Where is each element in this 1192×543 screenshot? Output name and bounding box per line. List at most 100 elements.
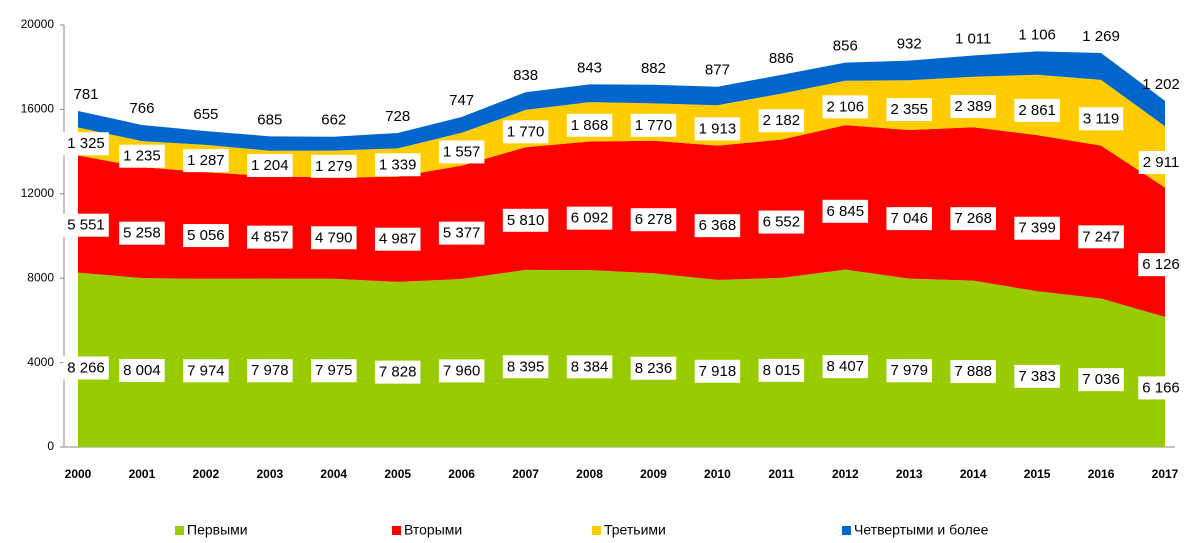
label-box — [119, 144, 165, 168]
label-box — [758, 358, 805, 382]
value-label: 5 056 — [187, 227, 225, 244]
value-label: 1 287 — [187, 152, 225, 169]
value-label: 685 — [257, 111, 282, 128]
label-box — [822, 199, 869, 223]
label-box — [310, 154, 357, 178]
y-tick-label: 0 — [47, 439, 54, 453]
value-label: 2 355 — [890, 101, 928, 118]
value-label: 6 845 — [827, 203, 865, 220]
label-box — [758, 109, 805, 133]
label-box — [247, 359, 293, 383]
value-label: 1 339 — [379, 156, 417, 173]
legend-label: Четвертыми и более — [854, 522, 989, 538]
label-box — [1014, 98, 1060, 122]
value-label: 8 266 — [67, 359, 105, 376]
label-box — [374, 227, 421, 251]
label-box — [886, 359, 933, 383]
value-label: 1 770 — [507, 123, 545, 140]
label-box — [183, 149, 229, 173]
label-box — [1078, 107, 1124, 131]
label-box — [694, 214, 741, 238]
value-label: 2 861 — [1018, 102, 1056, 119]
label-box — [566, 113, 613, 137]
value-label: 1 770 — [635, 117, 673, 134]
label-box — [1078, 225, 1124, 249]
value-label: 7 036 — [1082, 371, 1120, 388]
value-label: 877 — [705, 62, 730, 79]
label-box — [310, 226, 357, 250]
value-label: 662 — [321, 112, 346, 129]
label-box — [310, 359, 357, 383]
y-tick-label: 20000 — [21, 17, 55, 31]
label-box — [886, 207, 933, 231]
label-box — [694, 359, 741, 383]
y-tick-label: 16000 — [21, 102, 55, 116]
value-label: 1 913 — [699, 120, 737, 137]
y-tick-label: 8000 — [27, 270, 54, 284]
x-tick-label: 2011 — [768, 467, 794, 481]
label-box — [502, 208, 549, 232]
label-box — [438, 221, 485, 245]
x-tick-label: 2004 — [320, 467, 347, 481]
value-label: 4 987 — [379, 231, 417, 248]
label-box — [502, 120, 549, 144]
value-label: 7 918 — [699, 363, 737, 380]
x-tick-label: 2017 — [1152, 467, 1179, 481]
value-label: 8 015 — [763, 362, 801, 379]
value-label: 886 — [769, 50, 794, 67]
value-label: 7 828 — [379, 364, 417, 381]
value-label: 2 911 — [1143, 154, 1179, 171]
x-tick-label: 2003 — [256, 467, 283, 481]
label-box — [630, 208, 677, 232]
value-label: 4 790 — [315, 229, 353, 246]
value-label: 6 166 — [1142, 379, 1180, 396]
value-label: 1 235 — [123, 148, 161, 165]
value-label: 2 106 — [827, 98, 865, 115]
value-label: 856 — [833, 38, 858, 55]
value-label: 1 204 — [251, 157, 289, 174]
value-label: 1 106 — [1018, 26, 1056, 43]
value-label: 4 857 — [251, 229, 289, 246]
x-tick-label: 2014 — [960, 467, 987, 481]
label-box — [950, 207, 996, 231]
value-label: 6 368 — [699, 217, 737, 234]
label-box — [630, 113, 677, 137]
value-label: 1 269 — [1082, 28, 1120, 45]
label-box — [1138, 376, 1184, 400]
label-box — [63, 356, 109, 380]
legend-label: Третьими — [604, 522, 666, 538]
value-label: 838 — [513, 67, 538, 84]
label-box — [247, 225, 293, 249]
legend-swatch — [842, 526, 851, 535]
area — [78, 269, 1165, 447]
value-label: 6 278 — [635, 211, 673, 228]
legend-swatch — [592, 526, 601, 535]
label-box — [1138, 253, 1184, 277]
legend-label: Вторыми — [404, 522, 462, 538]
x-tick-label: 2009 — [640, 467, 667, 481]
x-tick-label: 2005 — [384, 467, 411, 481]
legend-label: Первыми — [187, 522, 248, 538]
value-label: 747 — [449, 92, 474, 109]
x-tick-label: 2016 — [1088, 467, 1115, 481]
value-label: 6 126 — [1142, 256, 1180, 273]
label-box — [63, 213, 109, 237]
value-label: 7 960 — [443, 362, 481, 379]
label-box — [119, 358, 165, 382]
value-label: 8 395 — [507, 358, 545, 375]
x-tick-label: 2010 — [704, 467, 731, 481]
value-label: 7 268 — [954, 210, 992, 227]
value-label: 8 004 — [123, 362, 161, 379]
label-box — [438, 140, 485, 164]
label-box — [1014, 364, 1060, 388]
value-label: 8 236 — [635, 360, 673, 377]
label-box — [566, 206, 613, 230]
label-box — [502, 355, 549, 379]
x-tick-label: 2013 — [896, 467, 923, 481]
x-tick-label: 2007 — [512, 467, 539, 481]
value-label: 7 975 — [315, 362, 353, 379]
x-tick-label: 2002 — [193, 467, 220, 481]
label-box — [758, 210, 805, 234]
legend-swatch — [175, 526, 184, 535]
value-label: 5 258 — [123, 225, 161, 242]
